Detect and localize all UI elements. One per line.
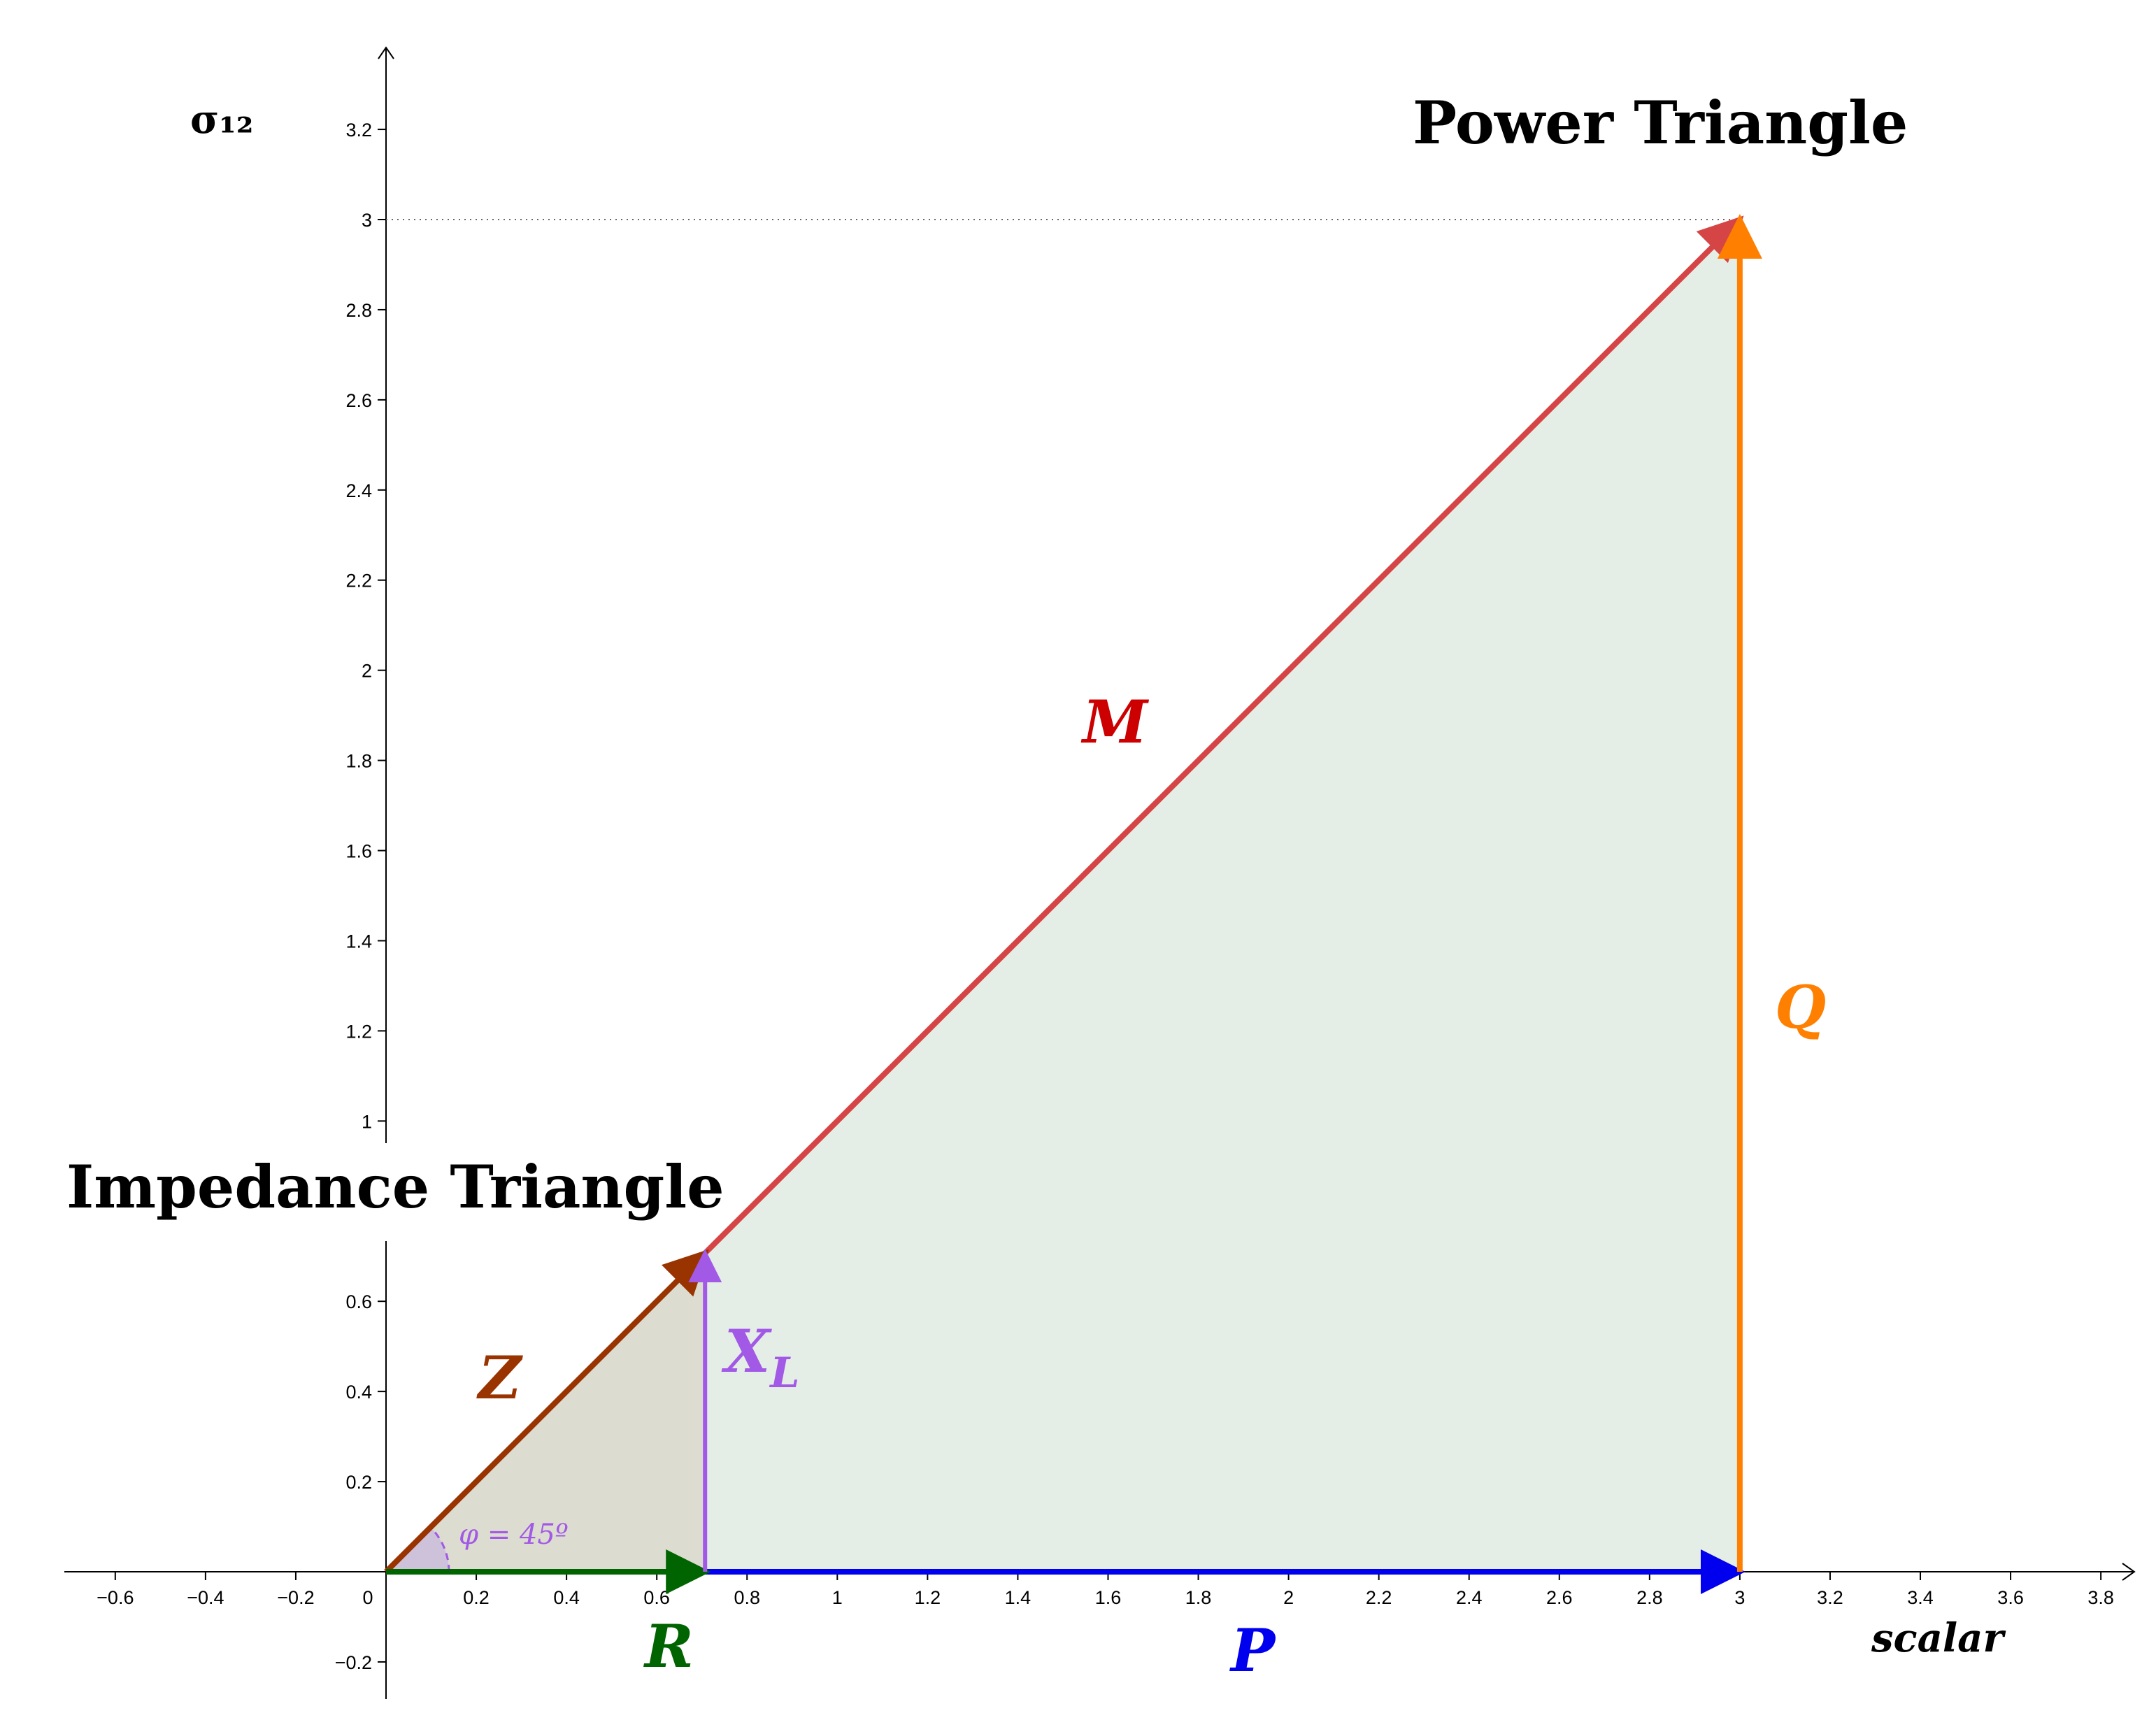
y-tick-label: 2.8 — [345, 300, 372, 321]
x-tick-label: 0.6 — [643, 1587, 670, 1608]
x-tick-label: −0.6 — [97, 1587, 134, 1608]
vector-xl-label: XL — [721, 1317, 799, 1398]
y-axis-arrowhead — [378, 46, 394, 59]
vector-z-label: Z — [476, 1343, 523, 1412]
power-triangle-fill — [705, 220, 1740, 1572]
impedance-triangle-title: Impedance Triangle — [66, 1152, 724, 1221]
y-tick-label: 3 — [362, 210, 372, 231]
y-tick-label: 1 — [362, 1111, 372, 1132]
x-tick-label: 3.6 — [1997, 1587, 2024, 1608]
x-axis-label: scalar — [1871, 1615, 2006, 1661]
x-tick-label: 1.4 — [1005, 1587, 1031, 1608]
y-tick-label: 2.4 — [345, 480, 372, 501]
x-tick-label: 1.8 — [1185, 1587, 1212, 1608]
angle-wedge — [386, 1527, 449, 1572]
y-tick-label: 0.6 — [345, 1291, 372, 1312]
y-tick-label: −0.2 — [335, 1652, 372, 1673]
y-tick-label: 0.2 — [345, 1472, 372, 1493]
y-tick-labels: 1 1.2 1.4 1.6 1.8 2 2.2 2.4 2.6 2.8 3 3.2 −0.2 0.2 0.4… — [335, 120, 386, 1673]
x-tick-label: 3.2 — [1817, 1587, 1843, 1608]
y-tick-label: 2.2 — [345, 571, 372, 592]
x-tick-label: 3 — [1734, 1587, 1745, 1608]
x-tick-label: 2.4 — [1456, 1587, 1483, 1608]
vector-xl-label-main: X — [721, 1317, 772, 1386]
vector-r-label: R — [643, 1612, 694, 1681]
vector-m-label: M — [1080, 687, 1150, 757]
vector-xl-label-subscript: L — [769, 1349, 799, 1398]
y-axis-label: σ₁₂ — [190, 96, 253, 143]
x-tick-label: 1.2 — [915, 1587, 941, 1608]
x-tick-label: 1 — [832, 1587, 843, 1608]
x-tick-label: 0.4 — [553, 1587, 580, 1608]
angle-arc — [429, 1526, 450, 1572]
x-tick-label: 2.2 — [1366, 1587, 1392, 1608]
y-tick-label: 1.6 — [345, 841, 372, 862]
angle-label: φ = 45º — [459, 1519, 569, 1551]
x-tick-label: 3.4 — [1907, 1587, 1934, 1608]
x-tick-label: 3.8 — [2087, 1587, 2114, 1608]
x-tick-label: 1.6 — [1095, 1587, 1122, 1608]
x-tick-label: 0.2 — [463, 1587, 490, 1608]
vector-m-arrow — [703, 215, 1744, 1256]
x-tick-label: 2 — [1283, 1587, 1294, 1608]
y-tick-label: 2.6 — [345, 390, 372, 411]
x-tick-label: 0 — [362, 1587, 373, 1608]
x-tick-label: 2.6 — [1546, 1587, 1573, 1608]
y-tick-label: 3.2 — [345, 120, 372, 141]
axes: −0.6 −0.4 −0.2 0 0.2 0.4 0.6 0.8 1 1.2 1.4 1.6 1.8 2 2… — [64, 46, 2136, 1699]
x-tick-labels: −0.6 −0.4 −0.2 0 0.2 0.4 0.6 0.8 1 1.2 1.4 1.6 1.8 2 2… — [97, 1572, 2114, 1608]
y-tick-label: 1.4 — [345, 931, 372, 952]
x-tick-label: −0.4 — [187, 1587, 224, 1608]
x-tick-label: 0.8 — [734, 1587, 760, 1608]
x-tick-label: 2.8 — [1636, 1587, 1663, 1608]
y-tick-label: 2 — [362, 661, 372, 682]
y-tick-label: 1.8 — [345, 751, 372, 772]
x-tick-label: −0.2 — [277, 1587, 314, 1608]
y-tick-label: 0.4 — [345, 1382, 372, 1403]
vector-q-label: Q — [1775, 973, 1826, 1042]
y-tick-label: 1.2 — [345, 1021, 372, 1042]
vector-p-label: P — [1229, 1616, 1277, 1685]
vector-z-arrow — [384, 1249, 709, 1574]
x-axis-arrowhead — [2122, 1563, 2136, 1581]
power-triangle-title: Power Triangle — [1413, 88, 1908, 157]
